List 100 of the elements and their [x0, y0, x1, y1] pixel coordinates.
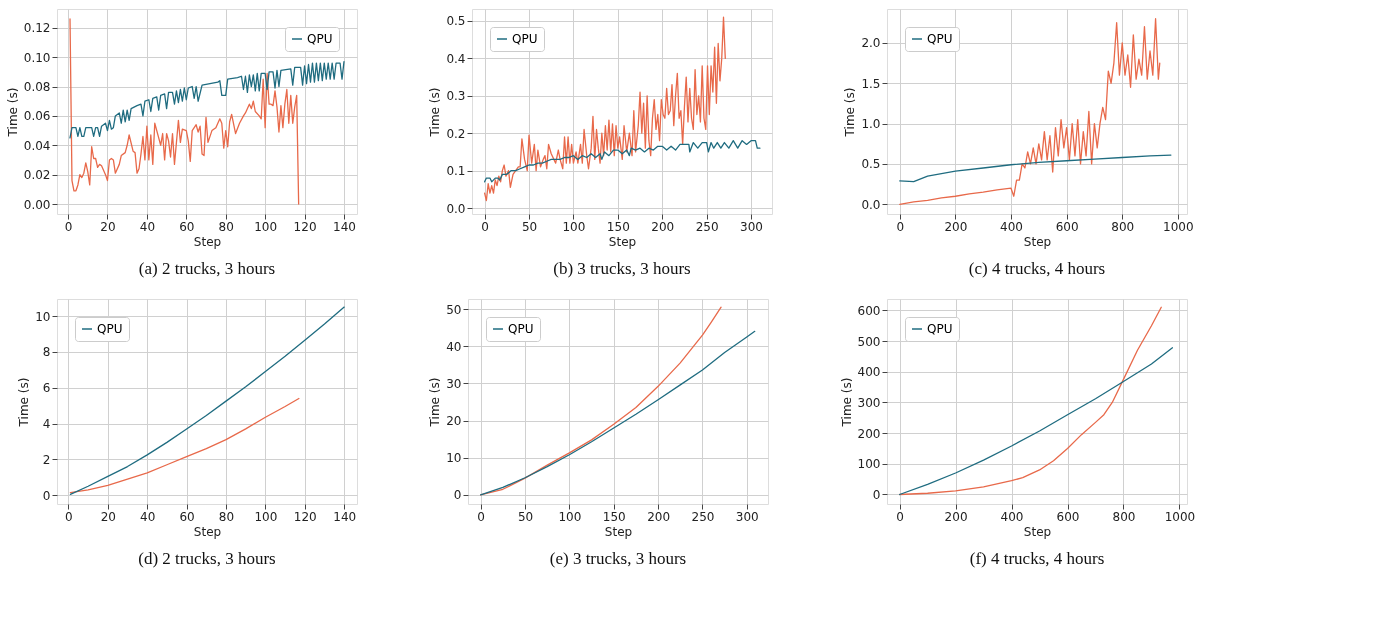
x-tick-label: 50: [517, 509, 534, 524]
x-tick-label: 250: [691, 509, 715, 524]
y-tick-label: 40: [446, 339, 462, 354]
line-series: [898, 306, 1162, 496]
y-tick-label: 0.2: [446, 126, 466, 141]
y-tick-label: 1.5: [861, 76, 881, 91]
x-tick-label: 300: [740, 219, 763, 234]
x-tick-label: 120: [293, 509, 317, 524]
text: (c) 4 trucks, 4 hours: [968, 259, 1106, 278]
x-tick-label: 0: [64, 219, 73, 234]
y-axis-title: Time (s): [839, 377, 854, 428]
y-tick-label: 600: [857, 303, 881, 318]
x-tick-label: 0: [481, 219, 489, 234]
y-tick-label: 10: [35, 309, 51, 324]
y-tick-label: 0: [872, 487, 881, 502]
x-tick-label: 60: [179, 509, 195, 524]
x-tick-label: 120: [293, 219, 317, 234]
y-tick-label: 4: [42, 417, 51, 432]
x-tick-label: 80: [218, 219, 234, 234]
y-tick-label: 0.12: [23, 21, 51, 36]
legend-label: QPU: [512, 32, 538, 46]
y-axis-title: Time (s): [428, 87, 443, 138]
y-tick-label: 0.3: [446, 89, 466, 104]
x-tick-label: 600: [1055, 219, 1079, 234]
x-tick-label: 100: [558, 509, 582, 524]
legend-label: QPU: [307, 32, 333, 46]
line-series: [899, 18, 1161, 205]
y-tick-label: 20: [446, 414, 462, 429]
y-tick-label: 300: [857, 395, 881, 410]
x-tick-label: 60: [179, 219, 195, 234]
x-tick-label: 20: [100, 509, 116, 524]
x-tick-label: 800: [1111, 219, 1135, 234]
x-tick-label: 0: [896, 219, 905, 234]
y-tick-label: 0.0: [861, 197, 881, 212]
x-tick-label: 140: [333, 509, 357, 524]
text: (d) 2 trucks, 3 hours: [138, 549, 276, 568]
text: (b) 3 trucks, 3 hours: [553, 259, 691, 278]
line-series: [69, 397, 300, 494]
y-tick-label: 1.0: [861, 117, 881, 132]
line-series: [69, 306, 345, 495]
y-tick-label: 0: [42, 488, 51, 503]
text: (f) 4 trucks, 4 hours: [969, 549, 1105, 568]
x-axis-title: Step: [193, 524, 222, 539]
y-tick-label: 0.5: [446, 14, 466, 29]
x-tick-label: 100: [254, 509, 278, 524]
legend-label: QPU: [508, 322, 534, 336]
y-axis-title: Time (s): [843, 87, 858, 138]
y-tick-label: 0.02: [23, 168, 51, 183]
line-series: [483, 140, 761, 183]
y-tick-label: 200: [857, 426, 881, 441]
x-tick-label: 40: [140, 509, 156, 524]
x-tick-label: 150: [602, 509, 626, 524]
x-tick-label: 200: [651, 219, 675, 234]
y-tick-label: 0: [453, 488, 462, 503]
x-tick-label: 200: [647, 509, 671, 524]
x-tick-label: 300: [735, 509, 759, 524]
y-tick-label: 0.5: [861, 157, 881, 172]
y-tick-label: 10: [446, 451, 462, 466]
x-tick-label: 40: [139, 219, 156, 234]
y-axis-title: Time (s): [428, 377, 443, 428]
y-axis-title: Time (s): [17, 377, 32, 428]
x-tick-label: 800: [1112, 509, 1136, 524]
x-tick-label: 50: [521, 219, 538, 234]
y-tick-label: 0.04: [23, 138, 51, 153]
y-tick-label: 500: [857, 334, 881, 349]
x-tick-label: 600: [1056, 509, 1080, 524]
y-tick-label: 2: [42, 452, 51, 467]
x-tick-label: 100: [254, 219, 278, 234]
legend-label: QPU: [97, 322, 123, 336]
y-tick-label: 0.4: [446, 51, 466, 66]
x-axis-title: Step: [1023, 524, 1052, 539]
y-axis-title: Time (s): [5, 87, 20, 138]
text: (e) 3 trucks, 3 hours: [549, 549, 687, 568]
y-tick-label: 0.06: [23, 109, 51, 124]
x-tick-label: 80: [218, 509, 235, 524]
line-series: [483, 16, 726, 202]
x-tick-label: 0: [477, 509, 486, 524]
text: (a) 2 trucks, 3 hours: [138, 259, 276, 278]
x-tick-label: 200: [944, 509, 968, 524]
y-tick-label: 400: [857, 365, 881, 380]
legend-label: QPU: [927, 322, 953, 336]
y-tick-label: 0.10: [23, 50, 51, 65]
x-axis-title: Step: [604, 524, 633, 539]
y-tick-label: 6: [42, 381, 51, 396]
y-tick-label: 50: [446, 302, 462, 317]
x-tick-label: 20: [100, 219, 116, 234]
x-tick-label: 1000: [1164, 509, 1196, 524]
x-tick-label: 0: [896, 509, 904, 524]
y-tick-label: 0.00: [23, 197, 51, 212]
x-tick-label: 250: [695, 219, 719, 234]
x-axis-title: Step: [193, 234, 222, 249]
y-tick-label: 30: [446, 376, 462, 391]
line-series: [899, 154, 1172, 183]
y-tick-label: 8: [42, 345, 51, 360]
x-axis-title: Step: [1023, 234, 1052, 249]
x-tick-label: 150: [606, 219, 630, 234]
x-tick-label: 200: [944, 219, 968, 234]
y-tick-label: 0.08: [23, 80, 51, 95]
y-tick-label: 0.1: [446, 164, 466, 179]
x-tick-label: 100: [562, 219, 586, 234]
